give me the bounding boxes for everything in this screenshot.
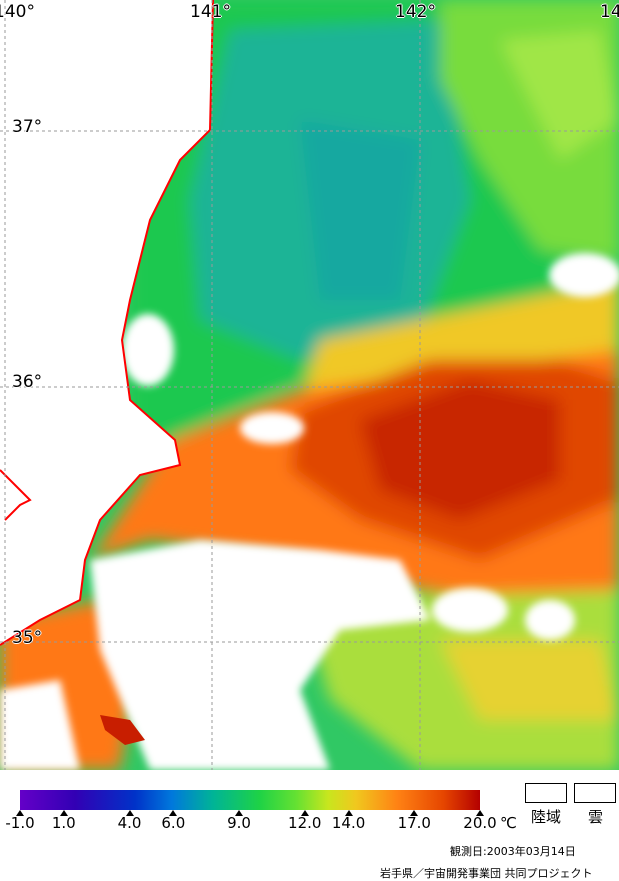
colorbar-tick-label: 20.0 [463,814,497,832]
cloud-legend-label: 雲 [588,808,604,826]
land-honshu [0,0,213,645]
lat-label-35: 35° [12,628,43,648]
coastline [0,0,214,646]
land-legend-label: 陸域 [531,808,562,826]
sst-field [0,0,619,770]
colorbar-tick [344,810,353,816]
colorbar-tick-label: 12.0 [288,814,322,832]
lon-label-142: 142° [395,2,436,22]
colorbar-tick [169,810,178,816]
cloud-mask [0,253,619,770]
colorbar-tick [16,810,24,816]
colorbar-tick [300,810,309,816]
yellow-green-region [500,30,619,160]
sst-map [0,0,619,770]
colorbar-tick-label: -1.0 [5,814,35,832]
colorbar-tick-label: 14.0 [331,814,366,832]
cloud-patch [549,253,619,297]
land-legend-box [525,783,567,803]
lon-label-140: 140° [0,2,35,22]
colorbar-tick-label: 9.0 [227,814,251,832]
temperature-colorbar [20,790,480,810]
cloud-patch [122,314,174,386]
south-yellow-region [440,640,619,720]
colorbar-tick-label: 6.0 [161,814,186,832]
lat-label-37: 37° [12,117,43,137]
cloud-legend-box [574,783,616,803]
colorbar-tick-label: 4.0 [117,814,142,832]
lon-label-143: 14 [600,2,619,22]
colorbar-tick [410,810,419,816]
lat-label-36: 36° [12,372,43,392]
cloud-patch [525,600,575,640]
cloud-patch [240,412,304,444]
colorbar-unit: ℃ [500,814,517,832]
cloud-patch [432,588,508,632]
graticule [0,0,619,770]
colorbar-tick [235,810,244,816]
colorbar-tick [59,810,68,816]
cloud-region [0,680,80,770]
colorbar-tick [476,810,484,816]
colorbar-gradient [20,790,480,810]
hottest-red-core [360,380,560,520]
coastline-bay [0,469,32,521]
yellow-front [300,280,619,400]
colorbar-tick [125,810,134,816]
lon-label-141: 141° [190,2,231,22]
observation-date: 観測日:2003年03月14日 [450,845,576,858]
colorbar-tick-label: 1.0 [51,814,76,832]
cloud-region [90,540,430,770]
cold-teal-region-2 [300,120,420,300]
colorbar-tick-label: 17.0 [397,814,431,832]
hot-spot [100,715,145,745]
credit: 岩手県／宇宙開発事業団 共同プロジェクト [380,867,593,880]
